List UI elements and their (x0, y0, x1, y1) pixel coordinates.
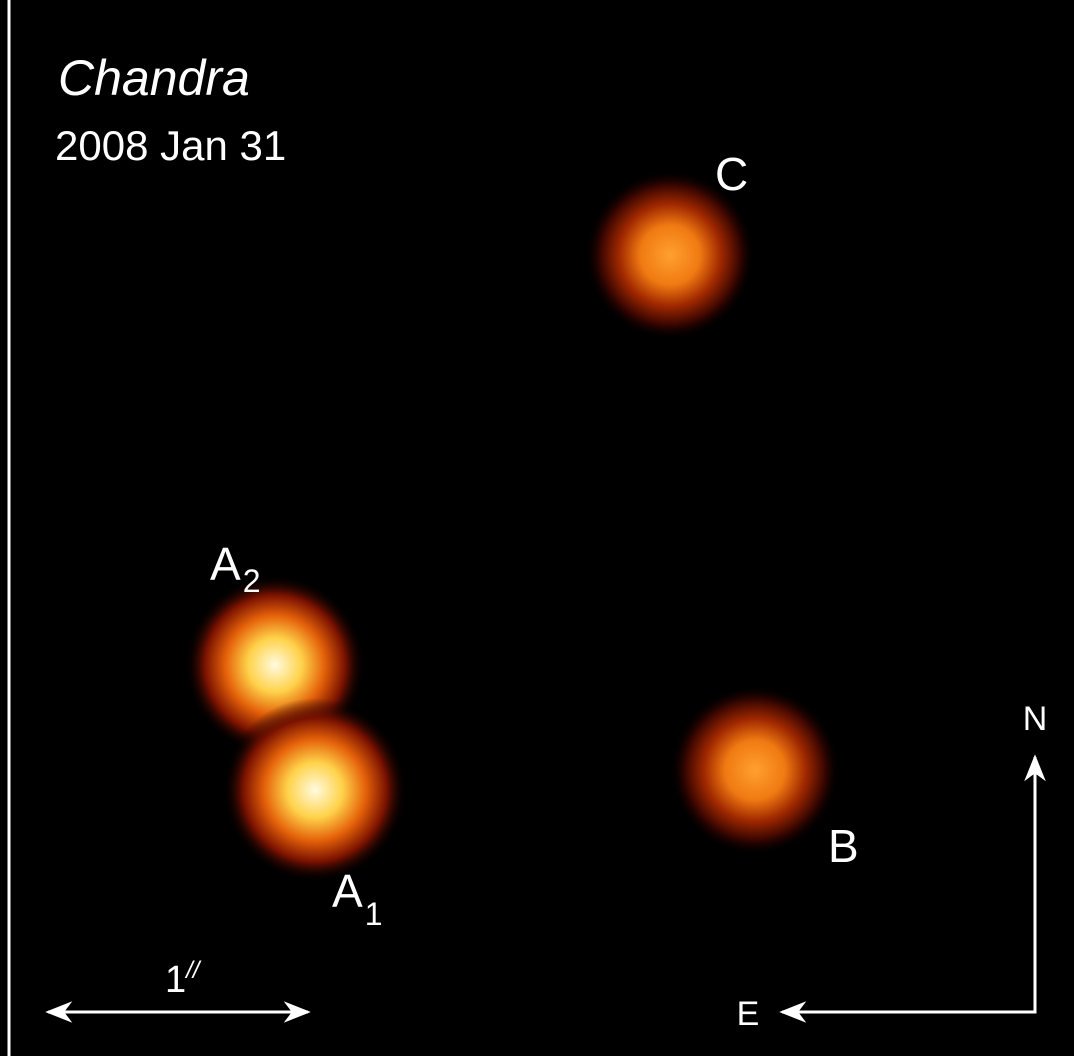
label-b: B (828, 820, 859, 872)
page: Chandra 2008 Jan 31 C A2 A1 B 1// N E ((… (0, 0, 1074, 1056)
compass-north: N (1023, 700, 1048, 738)
label-a2-sub: 2 (243, 563, 261, 599)
scale-unit: // (184, 957, 202, 984)
label-a2-main: A (210, 538, 241, 590)
label-a1-sub: 1 (365, 896, 383, 932)
date: 2008 Jan 31 (55, 122, 286, 169)
compass-east: E (737, 995, 760, 1033)
scale-value: 1 (165, 959, 186, 1001)
label-a1-main: A (332, 865, 363, 917)
image: Chandra 2008 Jan 31 C A2 A1 B 1// N E (0, 0, 1074, 1056)
source-a1 (223, 698, 407, 882)
title: Chandra (58, 50, 250, 106)
source-b (670, 685, 840, 855)
label-c: C (715, 148, 748, 200)
